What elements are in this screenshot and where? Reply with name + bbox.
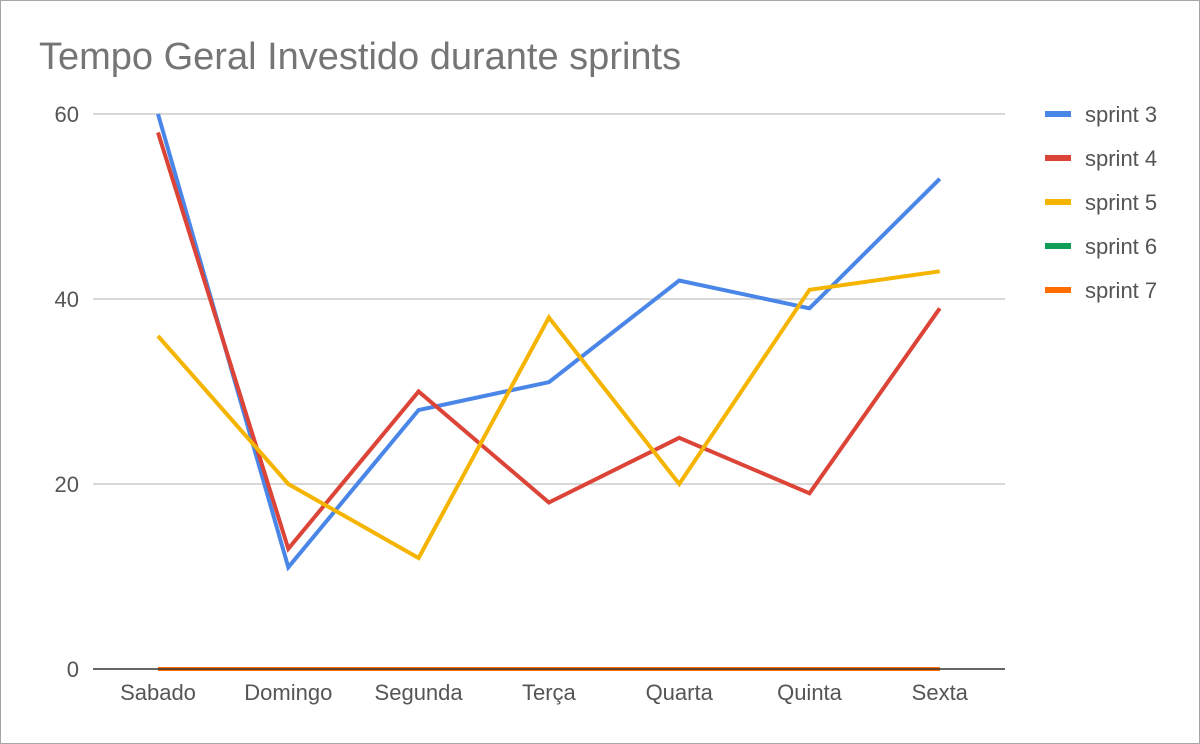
legend-swatch — [1045, 287, 1071, 293]
y-tick-label: 60 — [55, 102, 79, 127]
legend-label: sprint 6 — [1085, 234, 1157, 259]
y-tick-label: 20 — [55, 472, 79, 497]
series-line-sprint-4 — [156, 131, 942, 553]
legend-label: sprint 5 — [1085, 190, 1157, 215]
series-lines — [156, 113, 942, 671]
legend-label: sprint 4 — [1085, 146, 1157, 171]
x-tick-label: Sabado — [120, 680, 196, 705]
legend-swatch — [1045, 155, 1071, 161]
x-tick-label: Segunda — [375, 680, 464, 705]
x-tick-label: Domingo — [244, 680, 332, 705]
legend-swatch — [1045, 199, 1071, 205]
legend-label: sprint 7 — [1085, 278, 1157, 303]
series-line-sprint-3 — [156, 113, 942, 572]
y-tick-label: 0 — [67, 657, 79, 682]
y-axis-ticks: 0 20 40 60 — [55, 102, 79, 682]
series-line-sprint-5 — [156, 269, 941, 561]
chart-title: Tempo Geral Investido durante sprints — [39, 36, 681, 78]
x-tick-label: Sexta — [912, 680, 969, 705]
legend: sprint 3 sprint 4 sprint 5 sprint 6 sprint 7 — [1045, 102, 1157, 303]
legend-swatch — [1045, 111, 1071, 117]
x-tick-label: Terça — [522, 680, 577, 705]
legend-label: sprint 3 — [1085, 102, 1157, 127]
y-tick-label: 40 — [55, 287, 79, 312]
legend-swatch — [1045, 243, 1071, 249]
x-tick-label: Quinta — [777, 680, 843, 705]
x-tick-label: Quarta — [646, 680, 714, 705]
gridlines — [93, 113, 1005, 485]
x-axis-ticks: Sabado Domingo Segunda Terça Quarta Quinta Sex… — [120, 680, 969, 705]
